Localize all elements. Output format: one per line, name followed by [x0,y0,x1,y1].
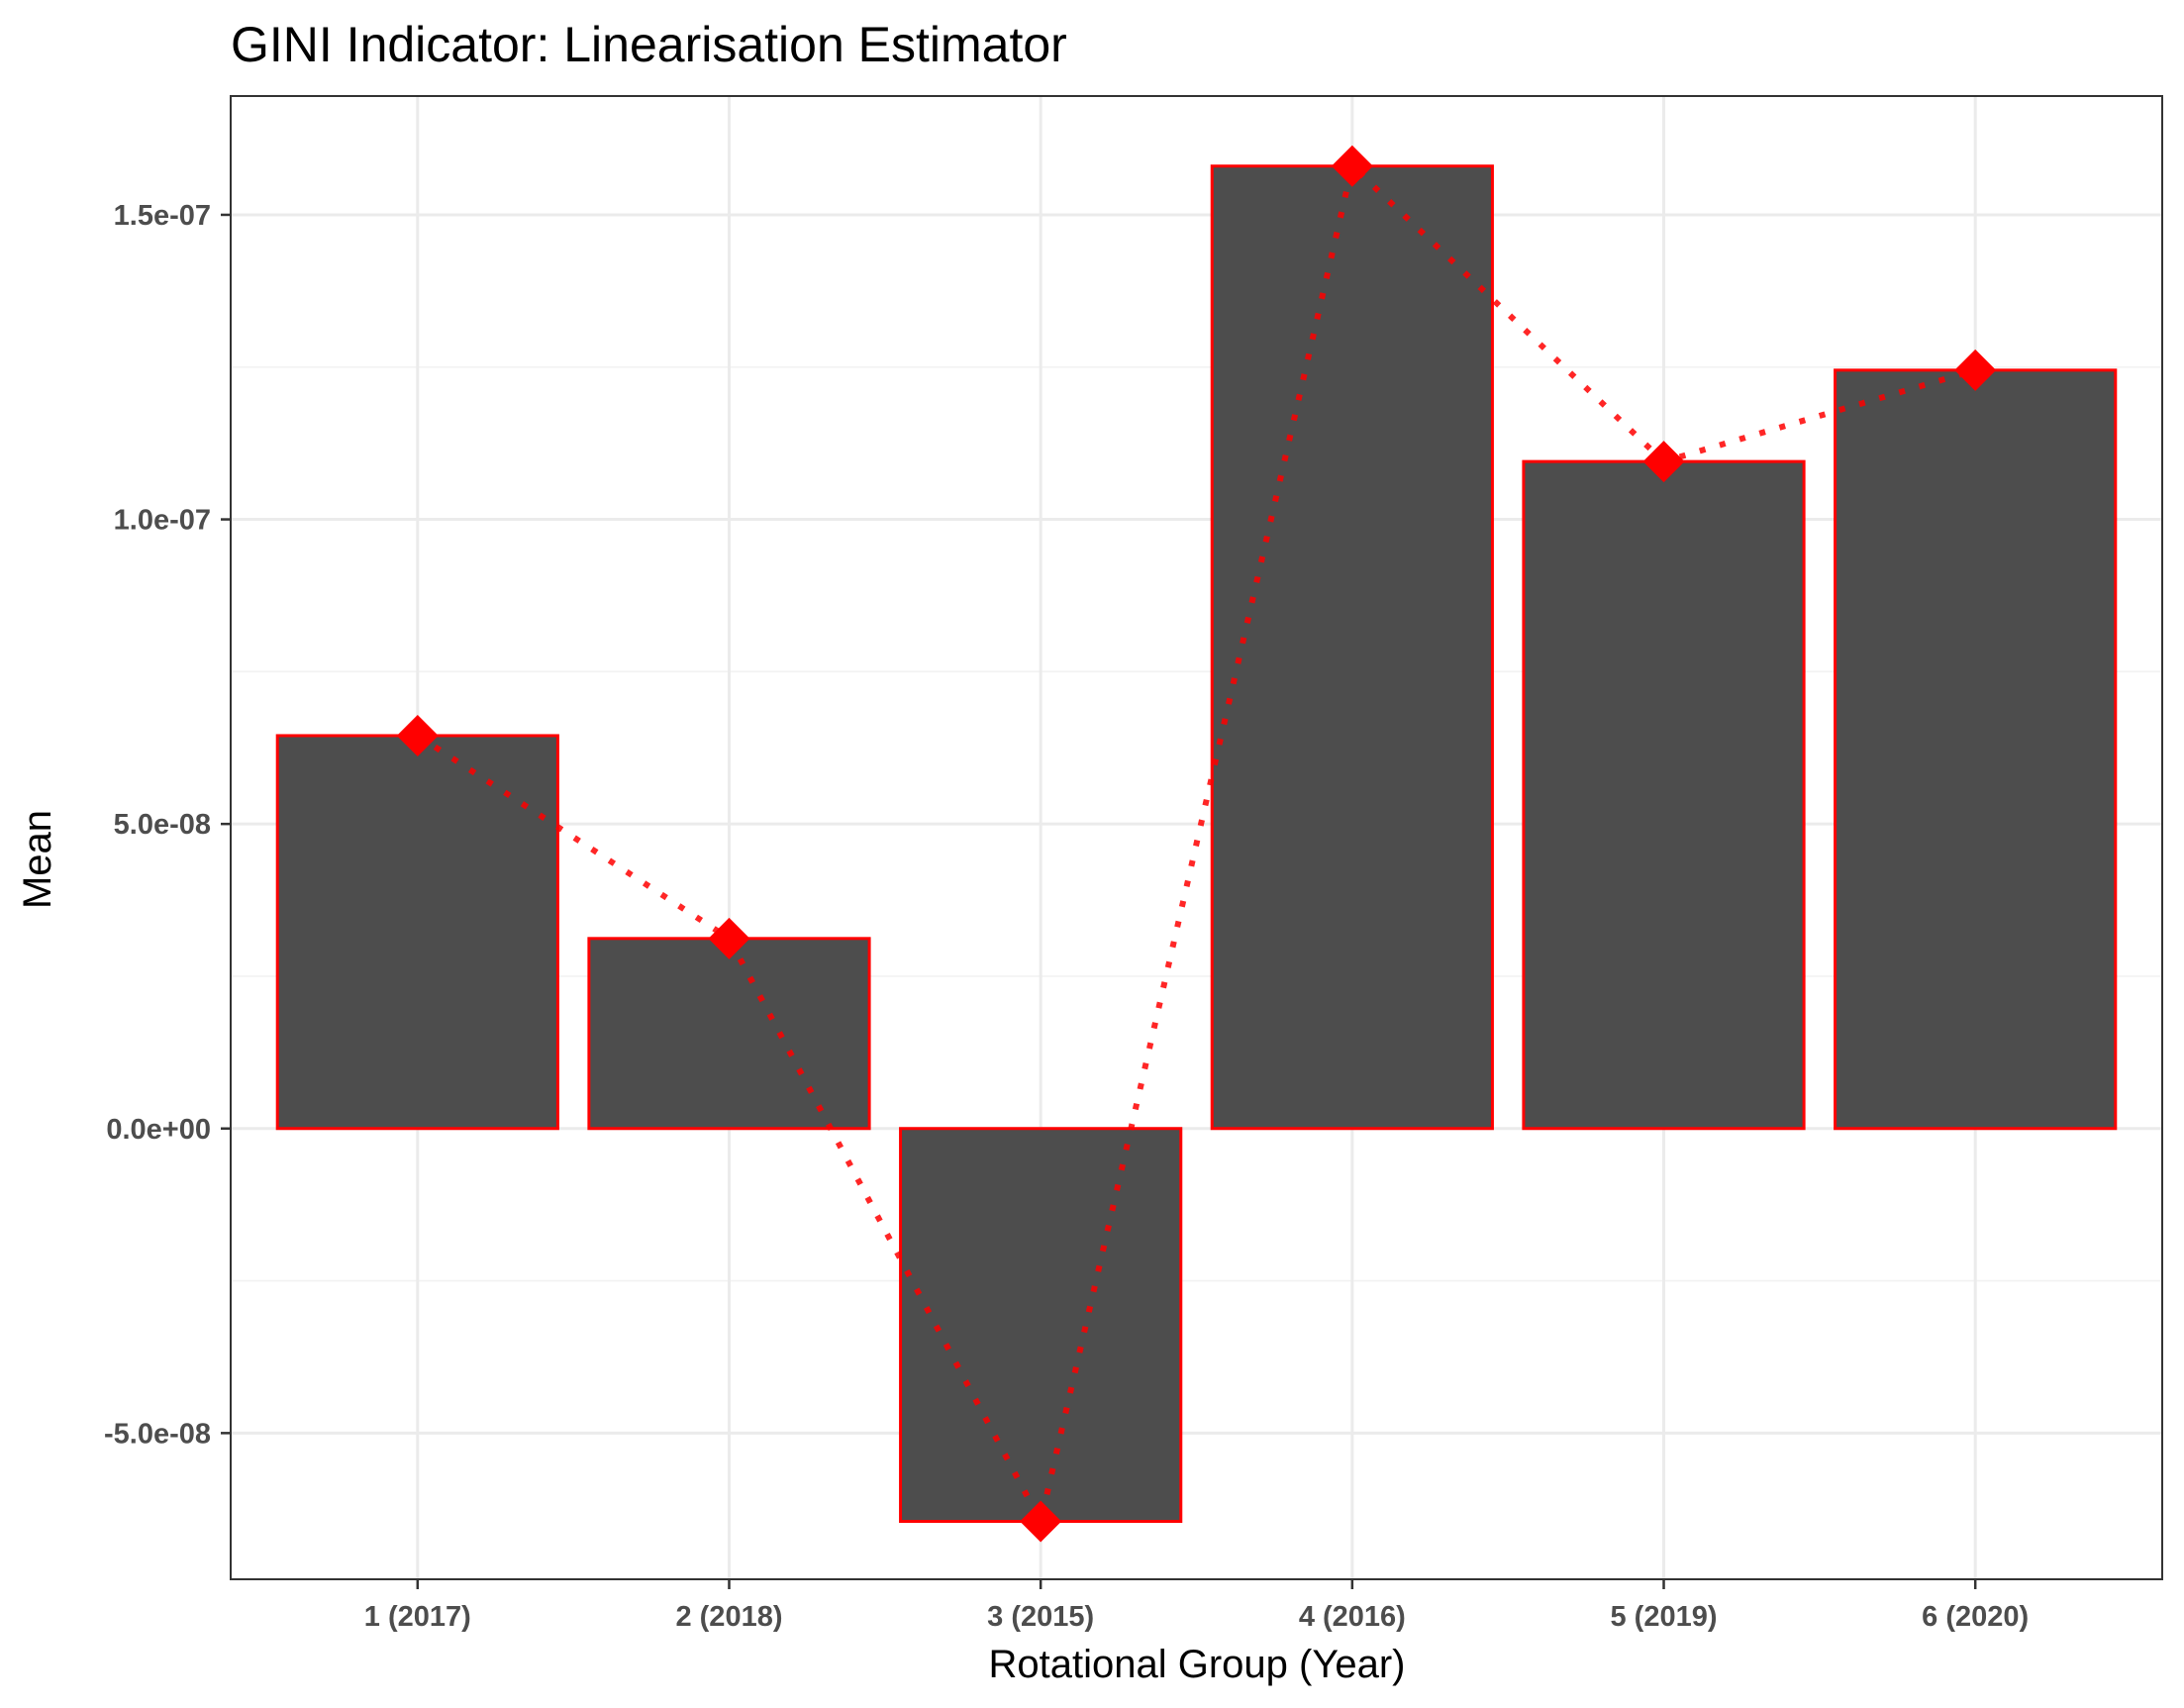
trend-polyline [416,159,1977,1531]
point-markers [396,145,1997,1543]
point-marker-3 [1020,1500,1062,1543]
x-tick-label: 6 (2020) [1922,1601,2029,1633]
x-tick-label: 3 (2015) [987,1601,1094,1633]
point-marker-6 [1954,349,1997,391]
y-axis: -5.0e-08 0.0e+00 5.0e-08 1.0e-07 1.5e-07 [104,200,231,1450]
y-axis-title: Mean [16,810,59,909]
trend-line [416,159,1977,1531]
point-marker-4 [1331,145,1373,187]
bar-2 [587,937,871,1131]
panel-border [230,95,2163,1580]
point-marker-2 [708,917,750,959]
panel-outline [230,95,2163,1580]
y-tick-label: 5.0e-08 [114,809,211,841]
y-tick-label: 0.0e+00 [106,1114,211,1146]
bar-5 [1522,459,1806,1131]
x-tick-label: 5 (2019) [1611,1601,1718,1633]
y-tick-label: 1.0e-07 [114,505,211,537]
x-tick-label: 4 (2016) [1299,1601,1406,1633]
x-tick-label: 2 (2018) [675,1601,782,1633]
x-axis-title: Rotational Group (Year) [989,1643,1406,1686]
y-tick-label: -5.0e-08 [104,1418,211,1450]
x-tick-label: 1 (2017) [364,1601,471,1633]
bar-4 [1210,164,1494,1131]
bar-6 [1834,368,2118,1131]
y-tick-label: 1.5e-07 [114,200,211,232]
bars [275,164,2118,1524]
point-marker-1 [396,714,439,756]
x-axis: 1 (2017) 2 (2018) 3 (2015) 4 (2016) 5 (2019)… [364,1579,2029,1633]
chart-title: GINI Indicator: Linearisation Estimator [231,17,1067,72]
bar-3 [899,1127,1183,1524]
bar-1 [275,734,559,1131]
point-marker-5 [1642,441,1685,483]
